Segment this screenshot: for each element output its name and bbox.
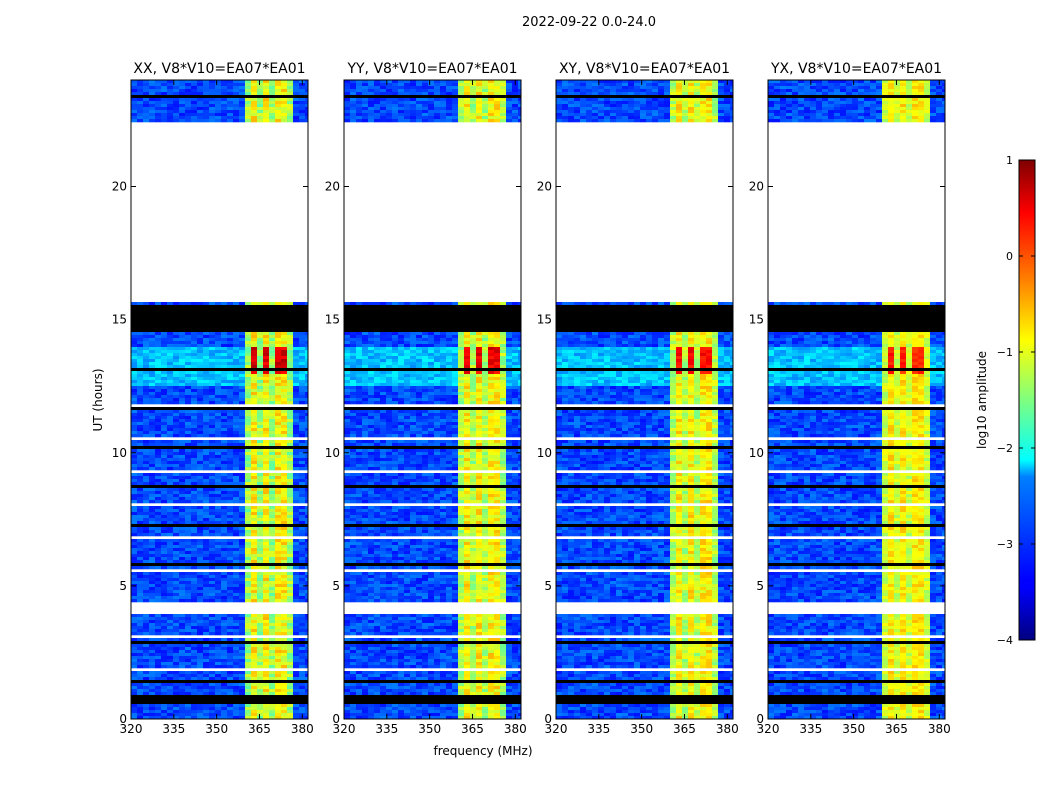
panel: XX, V8*V10=EA07*EA01 320 335 350 365 380 0 5 10 1… [112, 61, 314, 736]
y-tick-label: 20 [537, 180, 552, 194]
panel-title: XY, V8*V10=EA07*EA01 [559, 61, 730, 77]
x-tick-label: 320 [120, 722, 143, 736]
colorbar-gradient [1018, 159, 1036, 641]
y-tick-label: 5 [756, 579, 764, 593]
y-tick-label: 5 [119, 579, 127, 593]
y-tick-label: 0 [544, 712, 552, 726]
y-tick-label: 0 [332, 712, 340, 726]
y-tick-label: 5 [332, 579, 340, 593]
panel: XY, V8*V10=EA07*EA01 320 335 350 365 380 0 5 10 1… [537, 61, 739, 736]
panel-frame [343, 79, 522, 720]
panel-title: YY, V8*V10=EA07*EA01 [346, 61, 517, 77]
colorbar-tick-label: 0 [1006, 250, 1013, 263]
x-tick-label: 335 [587, 722, 610, 736]
y-tick-label: 15 [537, 313, 552, 327]
colorbar-tick-label: −2 [997, 442, 1013, 455]
x-tick-label: 365 [461, 722, 484, 736]
colorbar-tick-label: −3 [997, 538, 1013, 551]
x-tick-label: 320 [333, 722, 356, 736]
colorbar-label: log10 amplitude [975, 351, 989, 449]
y-tick-label: 10 [537, 446, 552, 460]
x-tick-label: 365 [673, 722, 696, 736]
panel-frame [130, 79, 309, 720]
x-tick-label: 350 [205, 722, 228, 736]
x-axis-label: frequency (MHz) [433, 744, 532, 758]
x-tick-label: 350 [630, 722, 653, 736]
y-tick-label: 20 [112, 180, 127, 194]
y-tick-label: 10 [325, 446, 340, 460]
panel-title: XX, V8*V10=EA07*EA01 [133, 61, 305, 77]
colorbar-ticks: 1 0 −1 −2 −3 −4 [997, 154, 1035, 647]
x-tick-label: 335 [375, 722, 398, 736]
x-tick-label: 380 [928, 722, 951, 736]
y-tick-label: 15 [112, 313, 127, 327]
x-tick-label: 320 [545, 722, 568, 736]
x-tick-label: 335 [799, 722, 822, 736]
y-tick-label: 10 [112, 446, 127, 460]
panel-title: YX, V8*V10=EA07*EA01 [770, 61, 942, 77]
panel: YX, V8*V10=EA07*EA01 320 335 350 365 380 0 5 10 1… [749, 61, 951, 736]
colorbar-tick-label: 1 [1006, 154, 1013, 167]
y-tick-label: 20 [325, 180, 340, 194]
y-tick-label: 0 [756, 712, 764, 726]
y-tick-label: 15 [325, 313, 340, 327]
panel-frame [767, 79, 946, 720]
x-tick-label: 365 [248, 722, 271, 736]
x-tick-label: 350 [418, 722, 441, 736]
x-tick-label: 380 [504, 722, 527, 736]
panel: YY, V8*V10=EA07*EA01 320 335 350 365 380 0 5 10 1… [325, 61, 527, 736]
y-axis-label: UT (hours) [91, 368, 105, 431]
x-tick-label: 380 [291, 722, 314, 736]
colorbar-tick-label: −1 [997, 346, 1013, 359]
y-tick-label: 5 [544, 579, 552, 593]
y-tick-label: 0 [119, 712, 127, 726]
y-tick-label: 10 [749, 446, 764, 460]
x-tick-label: 320 [757, 722, 780, 736]
panels: XX, V8*V10=EA07*EA01 320 335 350 365 380 0 5 10 1… [112, 61, 951, 736]
figure-title: 2022-09-22 0.0-24.0 [522, 15, 656, 30]
panel-frame [555, 79, 734, 720]
y-tick-label: 15 [749, 313, 764, 327]
x-tick-label: 350 [842, 722, 865, 736]
x-tick-label: 335 [162, 722, 185, 736]
colorbar: log10 amplitude 1 0 −1 −2 −3 −4 [975, 154, 1036, 647]
colorbar-tick-label: −4 [997, 634, 1013, 647]
x-tick-label: 380 [716, 722, 739, 736]
y-tick-label: 20 [749, 180, 764, 194]
x-tick-label: 365 [885, 722, 908, 736]
